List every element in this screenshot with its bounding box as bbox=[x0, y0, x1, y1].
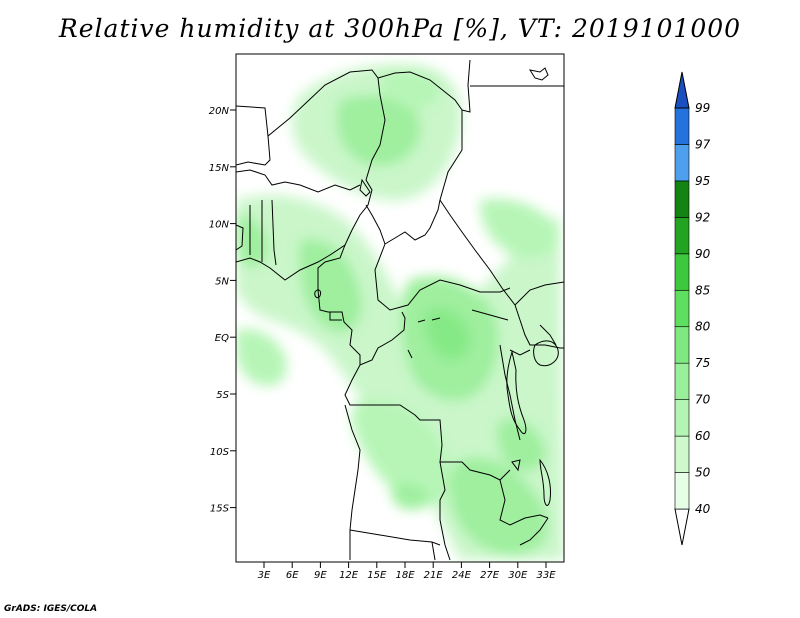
lon-label: 30E bbox=[508, 570, 528, 581]
colorbar-segment bbox=[674, 399, 690, 437]
colorbar-label: 95 bbox=[695, 174, 710, 188]
colorbar-segment bbox=[674, 435, 690, 473]
lat-label: EQ bbox=[215, 333, 229, 344]
colorbar-label: 50 bbox=[695, 466, 711, 480]
colorbar-label: 90 bbox=[695, 247, 711, 261]
lon-label: 33E bbox=[536, 570, 556, 581]
colorbar-label: 70 bbox=[695, 393, 711, 407]
colorbar-segment bbox=[674, 326, 690, 364]
lat-label: 15S bbox=[210, 504, 230, 515]
colorbar-label: 40 bbox=[695, 502, 711, 516]
lakes bbox=[314, 67, 559, 506]
colorbar: 40 50 60 70 75 80 85 90 92 95 97 99 bbox=[674, 71, 711, 546]
latitude-axis: 20N 15N 10N 5N EQ 5S 10S 15S bbox=[209, 106, 236, 515]
colorbar-segment bbox=[674, 144, 690, 182]
humidity-field bbox=[236, 63, 564, 560]
colorbar-segment bbox=[674, 107, 690, 145]
colorbar-min-triangle bbox=[674, 508, 690, 546]
lon-label: 18E bbox=[395, 570, 415, 581]
colorbar-segment bbox=[674, 472, 690, 510]
colorbar-label: 97 bbox=[695, 137, 711, 151]
lon-label: 15E bbox=[367, 570, 387, 581]
lon-label: 27E bbox=[480, 570, 500, 581]
map-title: Relative humidity at 300hPa [%], VT: 201… bbox=[58, 14, 742, 43]
colorbar-label: 99 bbox=[695, 101, 710, 115]
lon-label: 6E bbox=[286, 570, 299, 581]
colorbar-label: 85 bbox=[695, 283, 710, 297]
colorbar-segment bbox=[674, 180, 690, 218]
colorbar-label: 80 bbox=[695, 320, 711, 334]
lat-label: 20N bbox=[209, 106, 230, 117]
colorbar-label: 92 bbox=[695, 210, 710, 224]
colorbar-max-triangle bbox=[674, 71, 690, 109]
colorbar-segment bbox=[674, 289, 690, 328]
longitude-axis: 3E 6E 9E 12E 15E 18E 21E 24E 27E 30E 33E bbox=[258, 562, 556, 581]
map-frame bbox=[235, 53, 565, 563]
lat-label: 5N bbox=[215, 276, 229, 287]
lon-label: 21E bbox=[424, 570, 444, 581]
lat-label: 5S bbox=[216, 390, 229, 401]
lon-label: 24E bbox=[452, 570, 472, 581]
colorbar-segment bbox=[674, 362, 690, 400]
lat-label: 10S bbox=[210, 447, 230, 458]
lat-label: 15N bbox=[209, 163, 230, 174]
colorbar-segment bbox=[674, 253, 690, 291]
lon-label: 9E bbox=[314, 570, 327, 581]
grads-credit: GrADS: IGES/COLA bbox=[4, 604, 98, 614]
colorbar-segment bbox=[674, 217, 690, 255]
lat-label: 10N bbox=[209, 220, 230, 231]
lon-label: 3E bbox=[258, 570, 271, 581]
colorbar-label: 75 bbox=[695, 356, 710, 370]
lon-label: 12E bbox=[339, 570, 359, 581]
country-borders bbox=[236, 59, 564, 561]
colorbar-label: 60 bbox=[695, 429, 711, 443]
